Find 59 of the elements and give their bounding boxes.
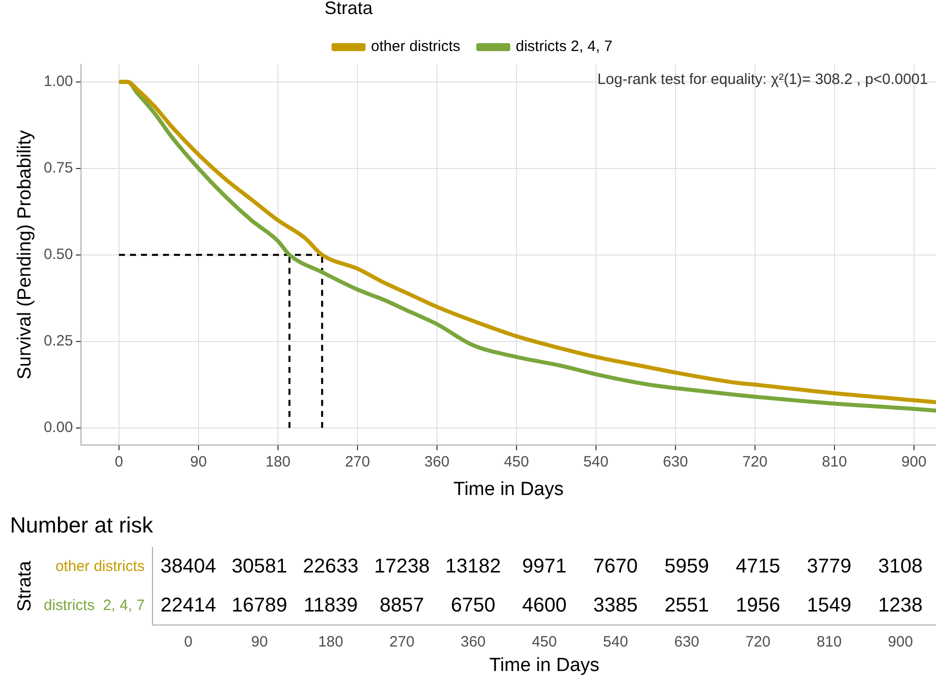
data-label: 30581 <box>232 555 288 578</box>
x-tick-label: 810 <box>822 453 847 470</box>
x-tick-label: 450 <box>532 633 557 650</box>
data-label: 38404 <box>160 555 216 578</box>
data-label: 17238 <box>374 555 430 578</box>
x-tick-label: 810 <box>816 633 842 650</box>
data-label: 1956 <box>736 594 780 616</box>
legend-label: other districts <box>371 38 460 56</box>
data-label: 4715 <box>736 555 780 578</box>
data-label: 1238 <box>878 594 923 616</box>
x-tick-label: 360 <box>460 633 486 650</box>
data-label: 5959 <box>664 555 710 578</box>
x-tick-label: 630 <box>674 633 700 650</box>
x-tick-label: 90 <box>251 633 268 650</box>
data-label: 9971 <box>522 555 567 578</box>
x-tick-label: 90 <box>190 453 207 470</box>
data-label: 22633 <box>302 555 359 578</box>
x-tick-label: 900 <box>888 633 913 650</box>
data-label: 2551 <box>664 594 710 616</box>
y-tick-label: 0.50 <box>44 246 73 264</box>
x-tick-label: 630 <box>662 453 688 470</box>
data-label: 3779 <box>806 555 852 578</box>
legend-label: districts 2, 4, 7 <box>516 38 612 56</box>
x-tick-label: 720 <box>745 633 770 650</box>
x-tick-label: 0 <box>114 453 124 470</box>
chart-title: Number at risk <box>10 512 154 538</box>
x-tick-label: 270 <box>344 453 370 470</box>
x-tick-label: 180 <box>318 633 344 650</box>
x-tick-label: 0 <box>184 633 192 650</box>
data-label: 13182 <box>445 555 501 578</box>
data-label: 6750 <box>450 594 496 616</box>
data-label: 16789 <box>232 594 288 616</box>
x-tick-label: 180 <box>265 453 290 470</box>
x-tick-label: 900 <box>901 453 926 470</box>
y-tick-label: districts 2, 4, 7 <box>44 596 145 614</box>
x-tick-label: 360 <box>424 453 450 470</box>
data-label: 8857 <box>380 594 424 616</box>
y-axis-title: Strata <box>14 560 36 612</box>
x-axis-title: Time in Days <box>453 478 564 500</box>
legend-title: Strata <box>324 0 374 18</box>
data-label: 3108 <box>878 555 923 578</box>
y-tick-label: 0.75 <box>44 160 73 177</box>
x-tick-label: 450 <box>504 453 529 470</box>
x-tick-label: 540 <box>583 453 608 470</box>
annotation: Log-rank test for equality: χ²(1)= 308.2 , p<0.0001 <box>597 71 928 88</box>
x-axis-title: Time in Days <box>489 654 600 676</box>
data-label: 4600 <box>522 594 567 616</box>
x-tick-label: 720 <box>742 453 768 470</box>
y-axis-title: Survival (Pending) Probability <box>14 130 36 380</box>
y-tick-label: 0.25 <box>44 332 73 350</box>
data-label: 11839 <box>304 594 358 616</box>
y-tick-label: 0.00 <box>44 419 73 436</box>
data-label: 22414 <box>160 594 216 616</box>
y-tick-label: 1.00 <box>44 73 73 90</box>
x-tick-label: 270 <box>389 633 414 650</box>
data-label: 1549 <box>806 594 852 616</box>
x-tick-label: 540 <box>603 633 628 650</box>
data-label: 3385 <box>593 594 638 616</box>
data-label: 7670 <box>593 555 638 578</box>
